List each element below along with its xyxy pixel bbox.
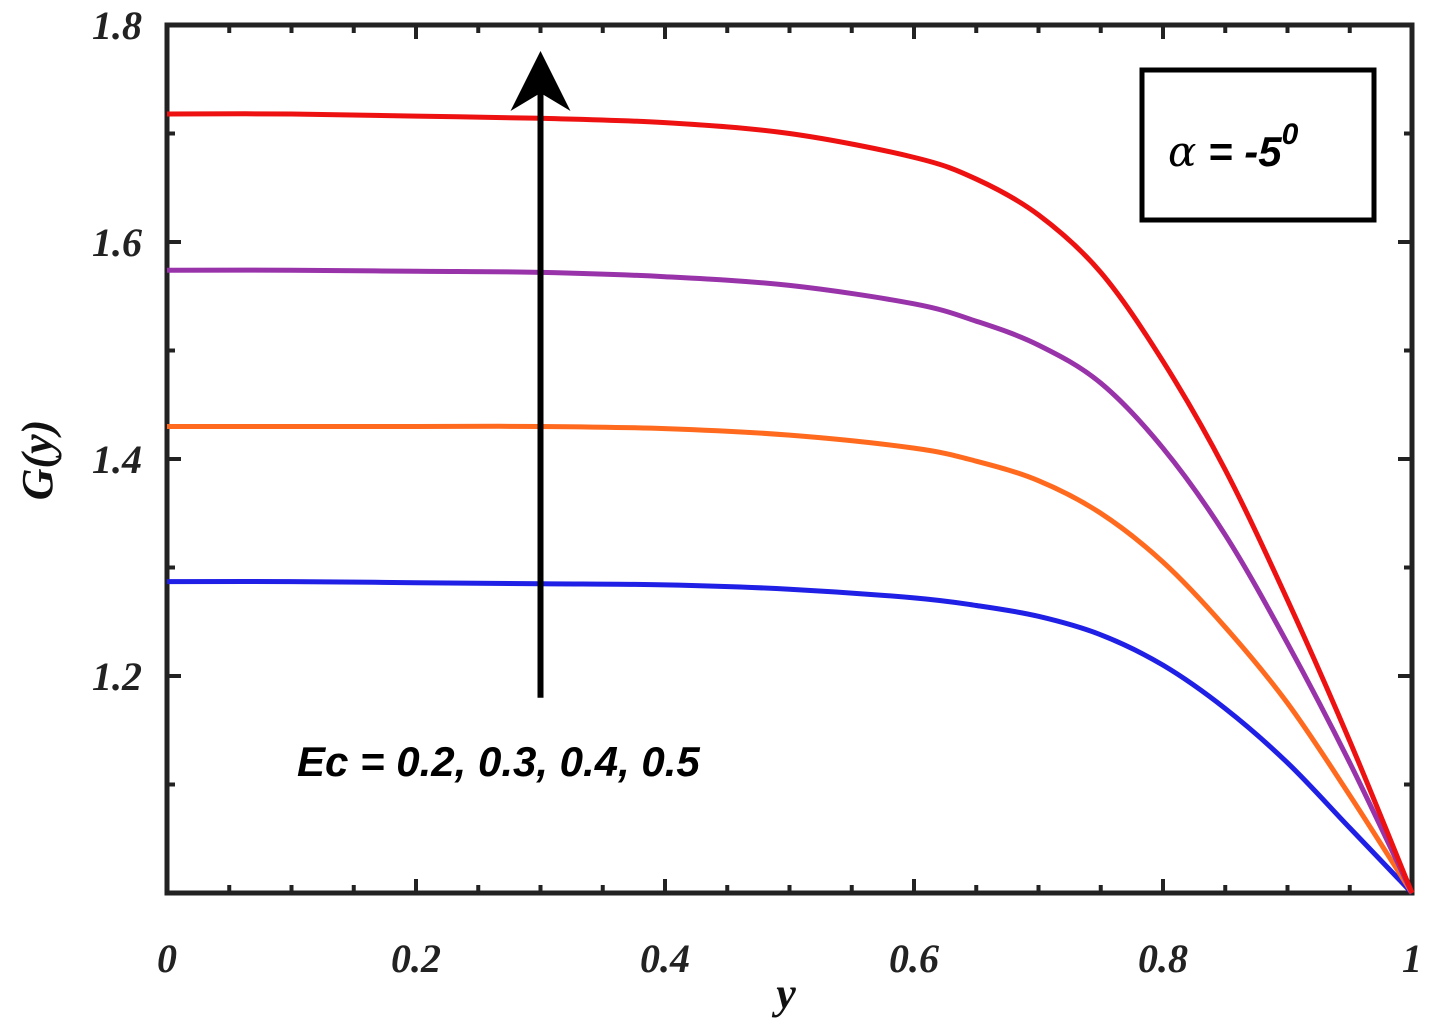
x-tick-label: 0.4	[640, 936, 690, 981]
y-tick-labels: 1.2 1.4 1.6 1.8	[92, 3, 142, 699]
series-line-1	[166, 579, 1414, 895]
y-tick-label: 1.4	[92, 437, 142, 482]
y-tick-label: 1.2	[92, 654, 142, 699]
alpha-box	[1139, 67, 1377, 223]
tick-marks	[167, 25, 1412, 893]
alpha-superscript: 0	[1282, 118, 1299, 151]
y-tick-label: 1.8	[92, 3, 142, 48]
y-tick-label: 1.6	[92, 220, 142, 265]
series-group	[166, 111, 1415, 895]
alpha-symbol: α	[1168, 127, 1196, 176]
ec-annotation: Ec = 0.2, 0.3, 0.4, 0.5	[297, 738, 700, 785]
x-tick-label: 0.2	[391, 936, 441, 981]
x-tick-labels: 0 0.2 0.4 0.6 0.8 1	[157, 936, 1422, 981]
x-tick-label: 0.8	[1138, 936, 1188, 981]
x-axis-title: y	[771, 969, 796, 1018]
series-line-2	[166, 423, 1415, 895]
x-tick-label: 0	[157, 936, 177, 981]
y-axis-title: G(y)	[13, 420, 62, 501]
alpha-value: = -5	[1196, 128, 1282, 175]
alpha-annotation: α = -50	[1168, 118, 1299, 176]
series-line-3	[166, 267, 1415, 895]
series-line-4	[166, 111, 1415, 894]
x-tick-label: 0.6	[889, 936, 939, 981]
x-tick-label: 1	[1402, 936, 1422, 981]
